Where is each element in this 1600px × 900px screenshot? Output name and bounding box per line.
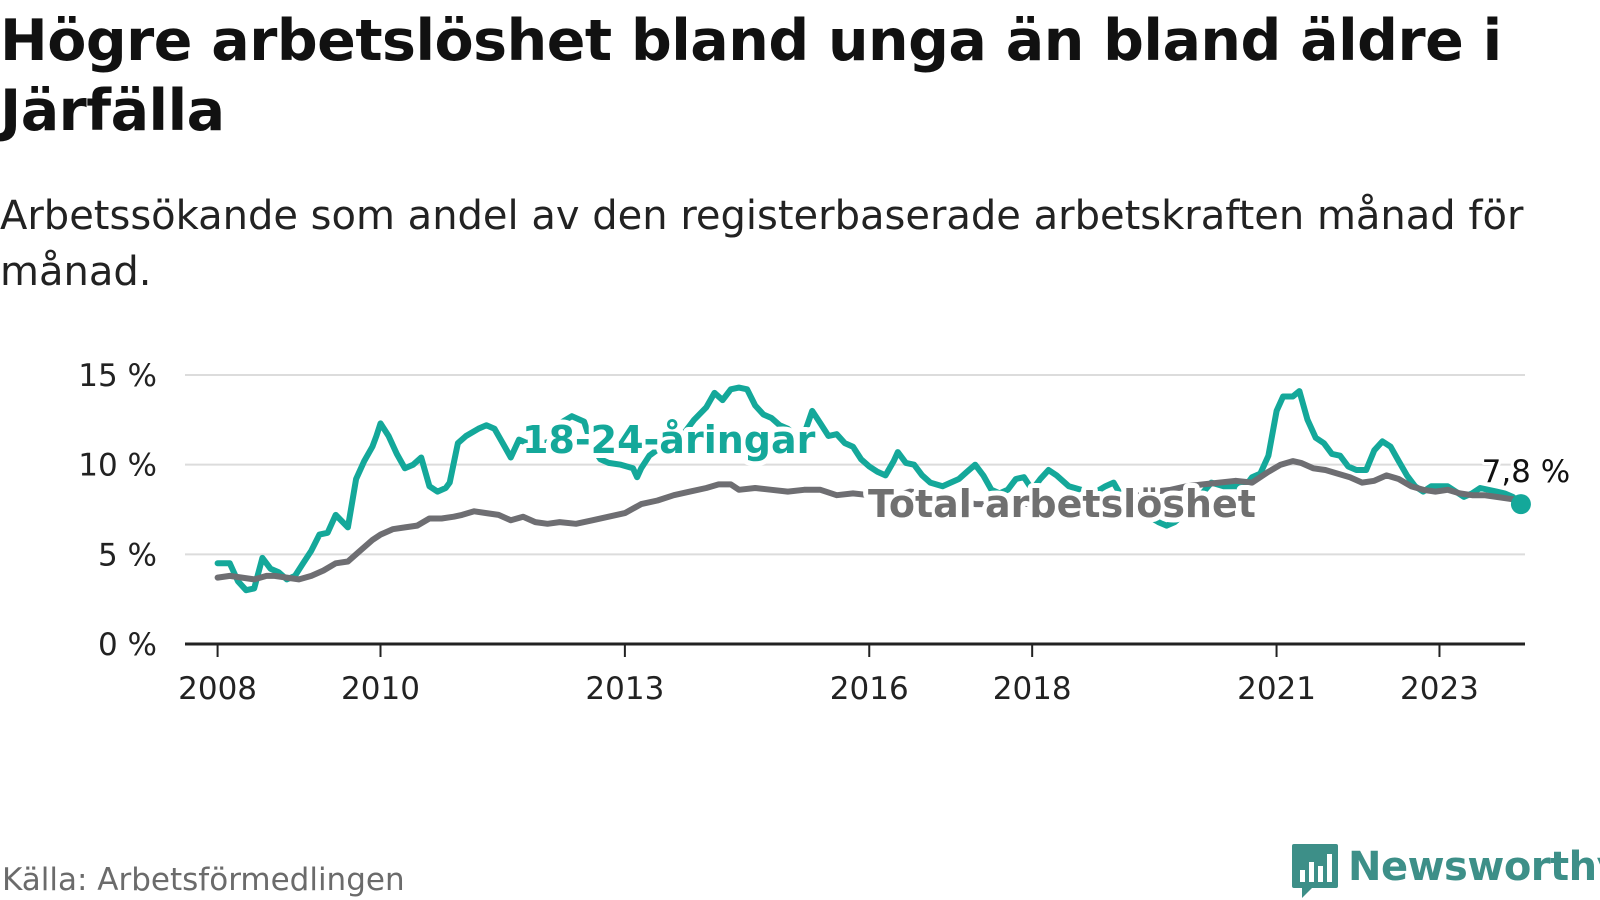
series-lines [214,384,1531,594]
series-label-total: Total arbetslöshet [868,482,1256,526]
end-point-marker [1510,494,1531,515]
newsworthy-logo-text: Newsworthy [1348,844,1600,890]
y-tick-label: 0 % [98,627,157,663]
y-tick-label: 5 % [98,537,157,573]
y-tick-label: 15 % [78,358,157,394]
x-tick-label: 2010 [341,671,420,707]
x-tick-label: 2013 [585,671,664,707]
x-tick-label: 2018 [993,671,1072,707]
x-tick-label: 2023 [1400,671,1479,707]
chart-subtitle: Arbetssökande som andel av den registerb… [0,193,1524,295]
newsworthy-logo-icon [1292,844,1338,898]
x-tick-label: 2008 [178,671,257,707]
line-chart: 0 % 5 % 10 % 15 % 2008 2010 2013 2016 2018 2021 20… [78,358,1573,707]
series-line-18-24 [214,384,1524,594]
source-note: Källa: Arbetsförmedlingen [2,862,405,898]
series-line-total [214,458,1524,583]
end-value-label: 7,8 % [1482,454,1571,490]
x-tick-label: 2016 [830,671,909,707]
series-labels: 7,8 % 18-24-åringar Total arbetslöshet [517,413,1573,531]
x-tick-label: 2021 [1237,671,1316,707]
y-tick-label: 10 % [78,448,157,484]
gridlines [185,374,1525,556]
series-label-18-24: 18-24-åringar [522,418,816,462]
axes: 0 % 5 % 10 % 15 % 2008 2010 2013 2016 2018 2021 20… [78,358,1525,707]
chart-title: Högre arbetslöshet bland unga än bland ä… [0,8,1502,144]
